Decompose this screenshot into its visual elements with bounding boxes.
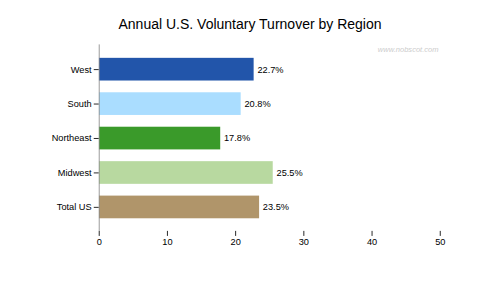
svg-text:Total US: Total US: [57, 202, 92, 212]
svg-text:40: 40: [367, 237, 377, 247]
svg-text:17.8%: 17.8%: [224, 133, 250, 143]
svg-text:25.5%: 25.5%: [277, 168, 303, 178]
svg-text:Northeast: Northeast: [52, 133, 92, 143]
svg-text:23.5%: 23.5%: [263, 202, 289, 212]
svg-text:50: 50: [435, 237, 445, 247]
svg-text:10: 10: [162, 237, 172, 247]
svg-text:Midwest: Midwest: [58, 168, 92, 178]
svg-text:30: 30: [299, 237, 309, 247]
svg-text:www.nobscot.com: www.nobscot.com: [378, 45, 439, 54]
html-text:Annual U.S. Voluntary Turnover: Annual U.S. Voluntary Turnover by Region: [118, 16, 382, 32]
svg-text:0: 0: [97, 237, 102, 247]
svg-text:South: South: [68, 99, 92, 109]
svg-text:West: West: [71, 65, 92, 75]
svg-text:20.8%: 20.8%: [244, 99, 270, 109]
svg-text:20: 20: [231, 237, 241, 247]
svg-text:22.7%: 22.7%: [257, 65, 283, 75]
